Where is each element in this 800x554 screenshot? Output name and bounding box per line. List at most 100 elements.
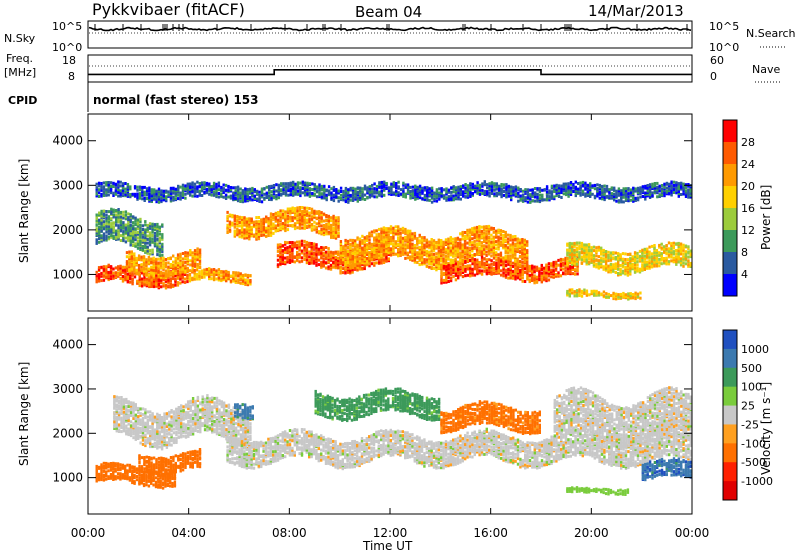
heatmap-cell [397,243,400,246]
heatmap-cell [535,279,539,283]
heatmap-cell [289,207,292,211]
heatmap-cell [318,216,321,220]
heatmap-cell [172,283,175,287]
heatmap-cell [269,230,273,234]
heatmap-cell [229,194,233,198]
heatmap-cell [260,224,263,228]
heatmap-cell [488,265,491,269]
heatmap-cell [401,226,405,230]
heatmap-cell [198,248,202,252]
heatmap-cell [471,182,474,186]
heatmap-cell [210,185,213,189]
heatmap-cell [303,208,306,212]
heatmap-cell [253,188,256,192]
noise-panel-frame [87,20,693,49]
heatmap-cell [468,251,472,255]
heatmap-cell [399,188,403,192]
heatmap-cell [191,257,194,261]
heatmap-cell [377,232,381,236]
heatmap-cell [394,232,397,236]
heatmap-cell [397,180,400,184]
heatmap-cell [495,232,498,235]
heatmap-cell [193,277,196,281]
heatmap-cell [495,261,498,265]
heatmap-cell [315,230,318,234]
heatmap-cell [365,235,369,239]
heatmap-cell [457,185,460,189]
heatmap-cell [554,273,558,276]
heatmap-cell [334,218,338,222]
heatmap-cell [212,190,216,194]
heatmap-cell [176,261,180,265]
heatmap-cell [672,258,675,262]
heatmap-cell [468,228,472,232]
heatmap-cell [571,272,574,276]
heatmap-cell [272,192,276,196]
heatmap-cell [174,283,177,287]
heatmap-cell [660,258,663,262]
heatmap-cell [461,250,464,254]
heatmap-cell [523,238,526,242]
heatmap-cell [444,238,448,242]
heatmap-cell [327,230,330,234]
heatmap-cell [244,273,247,277]
heatmap-cell [495,191,498,195]
heatmap-cell [514,187,518,191]
heatmap-cell [621,252,625,256]
heatmap-cell [303,245,306,249]
heatmap-cell [95,270,98,274]
heatmap-cell [315,256,318,260]
heatmap-cell [452,185,455,189]
heatmap-cell [200,187,204,190]
heatmap-cell [205,187,209,191]
heatmap-cell [518,244,522,248]
heatmap-cell [440,263,443,267]
heatmap-cell [172,269,175,273]
heatmap-cell [514,252,517,255]
heatmap-cell [226,223,229,227]
heatmap-cell [344,186,348,190]
heatmap-cell [411,249,414,253]
heatmap-cell [463,245,467,248]
heatmap-cell [303,243,306,247]
heatmap-cell [150,270,153,274]
heatmap-cell [330,193,333,197]
heatmap-cell [516,263,520,267]
heatmap-cell [667,247,671,251]
heatmap-cell [130,267,133,271]
heatmap-cell [566,263,569,267]
heatmap-cell [318,221,321,225]
heatmap-cell [514,185,518,189]
heatmap-cell [466,264,469,268]
heatmap-cell [392,234,395,238]
heatmap-cell [160,196,163,200]
heatmap-cell [373,242,376,246]
heatmap-cell [257,220,261,224]
heatmap-cell [430,245,433,248]
heatmap-cell [504,233,507,236]
heatmap-cell [236,230,239,234]
heatmap-cell [385,238,388,242]
heatmap-cell [354,247,357,251]
heatmap-cell [483,191,486,195]
heatmap-cell [475,232,479,236]
heatmap-cell [277,218,280,222]
heatmap-cell [136,188,139,192]
heatmap-cell [248,189,252,193]
heatmap-cell [478,243,481,247]
heatmap-cell [181,280,184,284]
heatmap-cell [461,253,464,257]
heatmap-cell [521,276,524,280]
heatmap-cell [228,225,232,228]
heatmap-cell [246,279,250,283]
heatmap-cell [210,268,213,272]
heatmap-cell [638,256,642,260]
heatmap-cell [574,272,577,276]
heatmap-cell [578,251,581,255]
heatmap-cell [585,245,588,249]
heatmap-cell [366,188,369,191]
heatmap-cell [385,233,388,237]
date-title: 14/Mar/2013 [588,2,684,20]
heatmap-cell [675,242,678,246]
heatmap-cell [308,207,311,210]
